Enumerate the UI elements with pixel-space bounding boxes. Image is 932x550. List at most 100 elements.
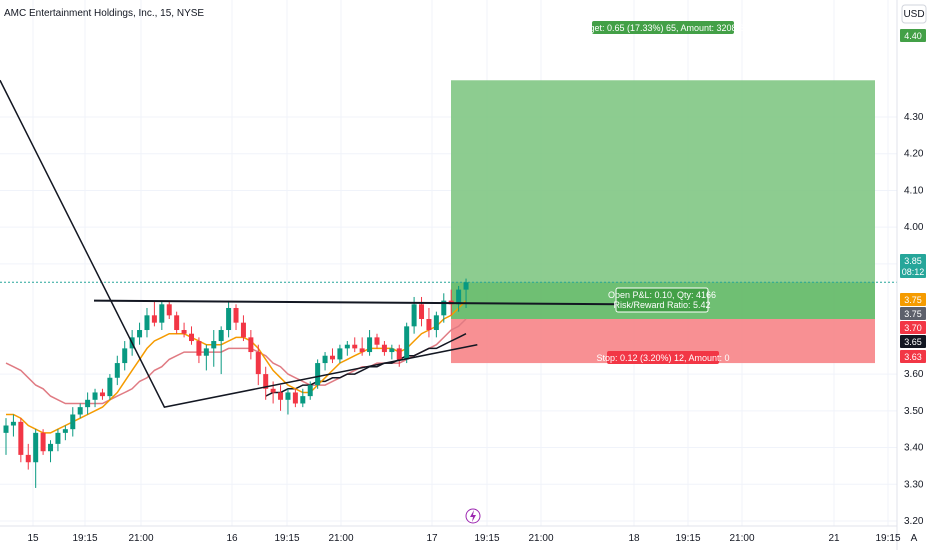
candle-body xyxy=(48,443,54,452)
time-tick: 19:15 xyxy=(474,533,499,544)
stop-label: Stop: 0.12 (3.20%) 12, Amount: 0 xyxy=(596,351,730,364)
time-tick: 21:00 xyxy=(729,533,754,544)
entry-price-tag-bg xyxy=(900,335,926,348)
price-tick: 4.20 xyxy=(904,149,924,160)
target-label-text: Target: 0.65 (17.33%) 65, Amount: 3208.3… xyxy=(577,23,749,33)
ma-dark-price-tag-text: 3.75 xyxy=(904,309,922,319)
time-tick: 19:15 xyxy=(675,533,700,544)
current-price-tag-bg xyxy=(900,254,926,278)
position-zones xyxy=(0,80,897,364)
candle-body xyxy=(307,385,313,397)
candle-body xyxy=(300,396,306,404)
ma-fast-price-tag: 3.75 xyxy=(900,293,926,306)
time-tick: 21:00 xyxy=(528,533,553,544)
ma-mid-price-tag-text: 3.70 xyxy=(904,323,922,333)
candle-body xyxy=(151,315,157,323)
candle-body xyxy=(456,289,462,305)
candle-body xyxy=(211,341,217,349)
target-price-tag-bg xyxy=(900,29,926,42)
candle-body xyxy=(62,429,68,433)
candle-body xyxy=(367,337,373,353)
stop-label-bg xyxy=(607,351,719,364)
drawings xyxy=(0,79,621,408)
pnl-label-text: Risk/Reward Ratio: 5.42 xyxy=(613,300,710,310)
resistance-line xyxy=(93,299,621,306)
ma-fast-price-tag-bg xyxy=(900,293,926,306)
candle-body xyxy=(233,307,239,323)
candle-body xyxy=(352,344,358,349)
position-labels: Target: 0.65 (17.33%) 65, Amount: 3208.3… xyxy=(577,21,749,364)
candle-body xyxy=(337,348,343,360)
candle-body xyxy=(278,392,284,400)
candle-body xyxy=(107,377,113,397)
candle-body xyxy=(18,421,24,455)
entry-price-tag: 3.65 xyxy=(900,335,926,348)
ma-slow-line xyxy=(265,333,467,397)
candle-body xyxy=(404,326,410,360)
candle-body xyxy=(40,432,46,452)
candle-body xyxy=(255,352,261,375)
time-tick: 19:15 xyxy=(875,533,900,544)
candle-body xyxy=(55,432,61,444)
target-price-tag-text: 4.40 xyxy=(904,31,922,41)
ma-fast-price-tag-text: 3.75 xyxy=(904,295,922,305)
ma-fast-line xyxy=(6,300,467,434)
time-tick: 17 xyxy=(426,533,438,544)
time-tick: 19:15 xyxy=(72,533,97,544)
candle-body xyxy=(92,392,98,400)
candle-body xyxy=(159,304,165,323)
candle-body xyxy=(10,421,16,426)
svg-text:USD: USD xyxy=(903,9,924,20)
pnl-label-bg xyxy=(615,287,709,313)
time-tick: 21:00 xyxy=(328,533,353,544)
candle-body xyxy=(240,322,246,338)
price-tick: 3.60 xyxy=(904,369,924,380)
candle-body xyxy=(114,363,120,378)
time-tick: 19:15 xyxy=(274,533,299,544)
candle-body xyxy=(426,319,432,331)
price-tick: 3.40 xyxy=(904,443,924,454)
currency-button[interactable]: USD xyxy=(901,4,927,24)
candle-body xyxy=(411,304,417,327)
time-tick: 18 xyxy=(628,533,640,544)
svg-text:A: A xyxy=(911,533,918,544)
time-axis[interactable]: 15 19:15 21:00 16 19:15 21:00 17 19:15 21:00 18 19… xyxy=(0,525,901,544)
auto-scale-button[interactable]: A xyxy=(911,533,918,544)
indicator-lines xyxy=(5,300,467,434)
candle-body xyxy=(203,348,209,356)
candle-body xyxy=(344,344,350,349)
candle-body xyxy=(374,337,380,345)
price-axis[interactable]: 4.304.204.104.003.903.603.503.403.303.20… xyxy=(896,0,926,550)
target-zone xyxy=(451,80,875,319)
symbol-title: AMC Entertainment Holdings, Inc., 15, NY… xyxy=(4,8,204,19)
ma-mid-price-tag: 3.70 xyxy=(900,321,926,334)
stop-price-tag: 3.63 xyxy=(900,350,926,363)
candle-body xyxy=(322,355,328,364)
price-tick: 3.50 xyxy=(904,406,924,417)
candle-body xyxy=(33,432,39,463)
candle-body xyxy=(285,392,291,400)
candle-body xyxy=(196,341,202,356)
stop-price-tag-text: 3.63 xyxy=(904,352,922,362)
time-tick: 21:00 xyxy=(128,533,153,544)
target-label-bg xyxy=(592,21,734,34)
ma-dark-price-tag: 3.75 xyxy=(900,307,926,320)
price-tick: 4.30 xyxy=(904,112,924,123)
candle-body xyxy=(463,282,469,290)
current-price-tag-countdown: 08:12 xyxy=(902,267,925,277)
candle-body xyxy=(85,399,91,408)
target-price-tag: 4.40 xyxy=(900,29,926,42)
price-tick: 4.10 xyxy=(904,185,924,196)
candle-body xyxy=(329,355,335,360)
lightning-icon[interactable] xyxy=(465,508,481,524)
target-label: Target: 0.65 (17.33%) 65, Amount: 3208.3… xyxy=(577,21,749,34)
stop-label-text: Stop: 0.12 (3.20%) 12, Amount: 0 xyxy=(596,353,729,363)
candle-body xyxy=(181,330,187,334)
candle-body xyxy=(248,337,254,353)
current-price-tag-text: 3.85 xyxy=(904,256,922,266)
entry-price-tag-text: 3.65 xyxy=(904,337,922,347)
candle-body xyxy=(441,300,447,316)
